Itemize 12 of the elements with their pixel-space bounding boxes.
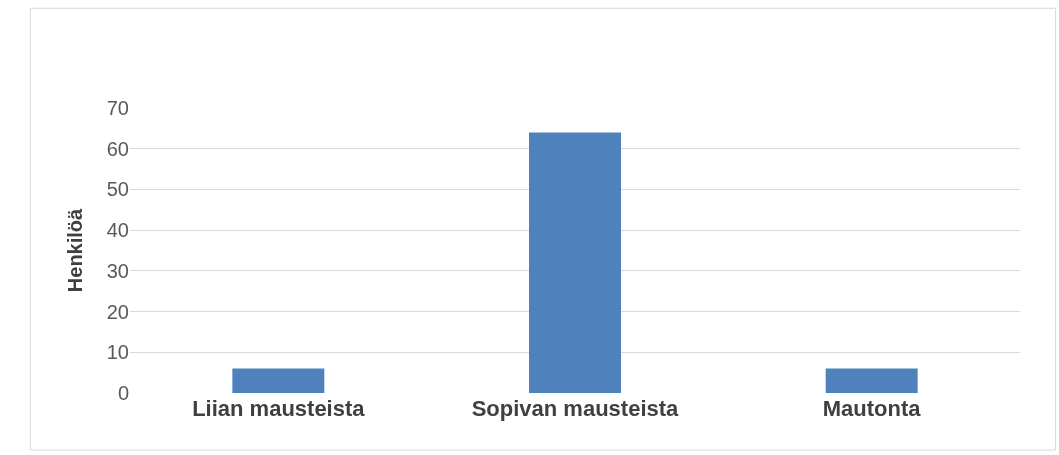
y-tick-label: 20 (106, 300, 129, 323)
y-tick-label: 10 (106, 341, 129, 364)
y-tick-label: 40 (106, 219, 129, 242)
y-axis-title: Henkilöä (64, 207, 87, 293)
y-tick-label: 60 (106, 137, 129, 160)
x-tick-label: Liian mausteista (192, 396, 366, 421)
y-tick-label: 0 (117, 382, 129, 404)
y-tick-label: 70 (106, 97, 129, 119)
x-tick-label: Sopivan mausteista (471, 396, 680, 421)
x-tick-label: Mautonta (822, 396, 922, 421)
y-tick-label: 50 (106, 178, 129, 201)
y-tick-label: 30 (106, 259, 129, 282)
